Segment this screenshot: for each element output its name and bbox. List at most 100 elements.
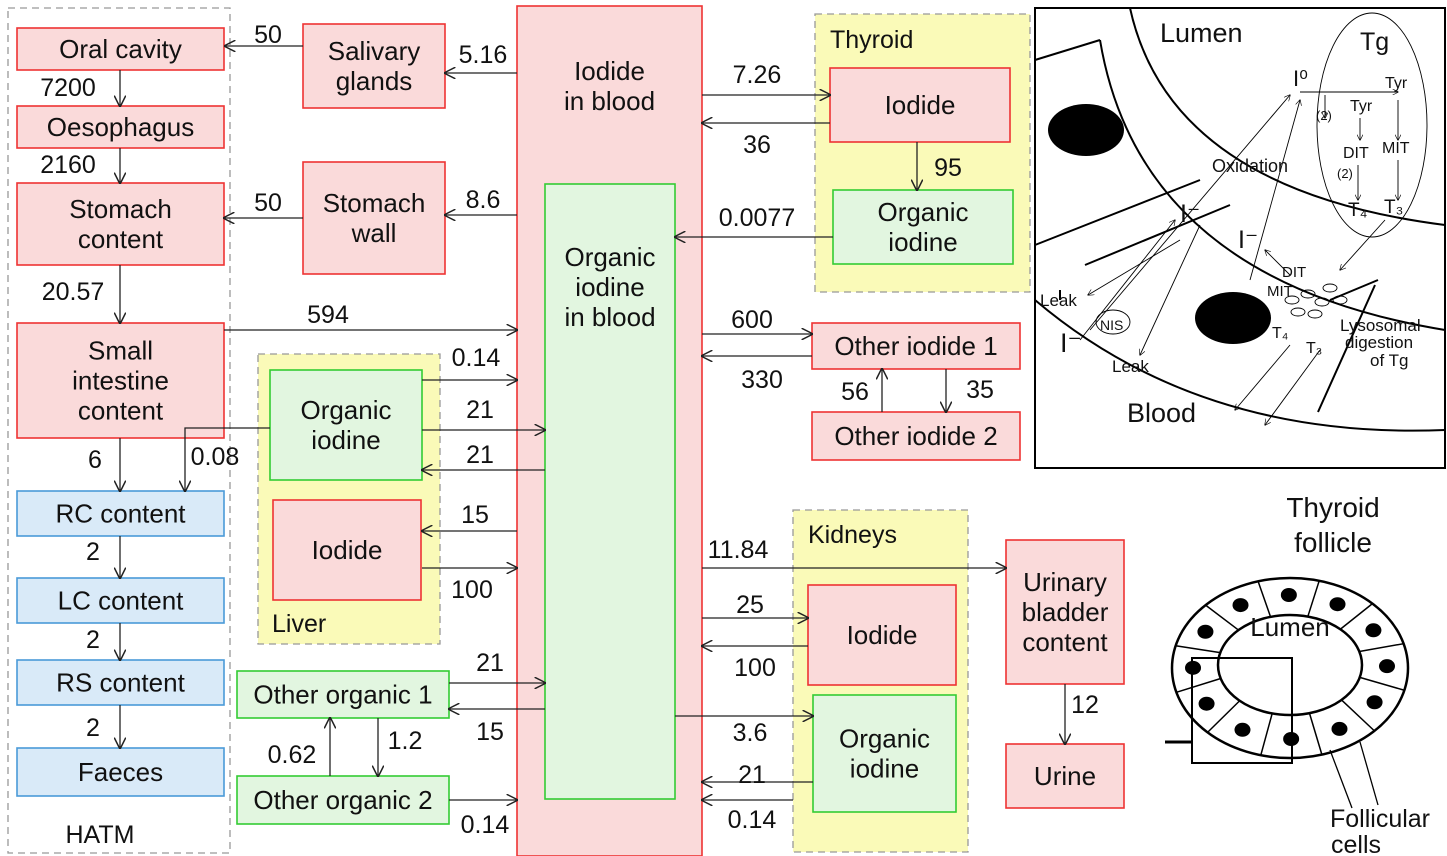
node-label: Iodide xyxy=(574,56,645,86)
cell-nucleus xyxy=(1198,696,1215,711)
flow-label: 5.16 xyxy=(459,41,508,69)
node-box xyxy=(16,747,225,797)
cell-nucleus xyxy=(1234,722,1251,737)
node-box xyxy=(811,322,1021,370)
group-label: Thyroid xyxy=(830,26,913,54)
flow-label: 11.84 xyxy=(708,536,769,564)
node-box xyxy=(16,105,225,149)
inset-label: MIT xyxy=(1267,283,1293,300)
cell-wall xyxy=(1176,677,1221,694)
node-label: iodine xyxy=(575,272,644,302)
cell-nucleus xyxy=(1329,597,1346,612)
flow-label: 21 xyxy=(738,761,766,789)
inset-label: DIT xyxy=(1343,145,1369,162)
node-box xyxy=(811,411,1021,461)
node-label: Other organic 2 xyxy=(253,785,432,815)
node-label: content xyxy=(78,396,164,426)
node-label: Salivary xyxy=(328,36,420,66)
cell-wall xyxy=(1257,581,1272,618)
node-label: Other iodide 1 xyxy=(834,331,997,361)
inset-label: NIS xyxy=(1100,317,1123,333)
node-label: Iodide xyxy=(847,620,918,650)
node-label: Other iodide 2 xyxy=(834,421,997,451)
node-label: Faeces xyxy=(78,757,163,787)
flow-label: 6 xyxy=(88,446,102,474)
flow-label: 12 xyxy=(1071,691,1099,719)
inset-label: I⁻ xyxy=(1180,200,1200,228)
node-box xyxy=(16,577,225,624)
flow-label: 2 xyxy=(86,626,100,654)
node-box xyxy=(544,183,676,800)
inset-label: I⁻ xyxy=(1238,226,1258,254)
flow-label: 25 xyxy=(736,591,764,619)
node-label: in blood xyxy=(564,302,655,332)
flow-label: 0.14 xyxy=(728,806,777,834)
group-label: Kidneys xyxy=(808,521,897,549)
node-box xyxy=(812,694,957,813)
node-label: Stomach xyxy=(323,188,426,218)
follicle-title: Thyroid xyxy=(1286,492,1379,523)
node-box xyxy=(269,369,423,481)
node-label: wall xyxy=(351,218,397,248)
inset-label: DIT xyxy=(1282,264,1306,281)
flow-label: 50 xyxy=(254,21,282,49)
cell-wall xyxy=(1359,642,1404,653)
node-label: intestine xyxy=(72,366,169,396)
flow-label: 50 xyxy=(254,189,282,217)
node-box xyxy=(236,670,450,719)
node-box xyxy=(1005,539,1125,685)
flow-label: 2 xyxy=(86,714,100,742)
inset-label: (2) xyxy=(1316,108,1332,123)
node-label: content xyxy=(78,224,164,254)
inset-label: T₃ xyxy=(1384,197,1403,218)
node-label: Urine xyxy=(1034,761,1096,791)
node-label: Iodide xyxy=(312,535,383,565)
cell-wall xyxy=(1205,604,1239,631)
node-label: iodine xyxy=(888,227,957,257)
node-label: Stomach xyxy=(69,194,172,224)
inset-label: I⁻ xyxy=(1060,328,1082,358)
follicle-title: follicle xyxy=(1294,527,1372,558)
flow-label: 21 xyxy=(466,396,494,424)
cell-wall xyxy=(1260,713,1273,756)
node-label: iodine xyxy=(311,425,380,455)
flow-label: 0.62 xyxy=(268,741,317,769)
node-box xyxy=(832,189,1014,265)
node-box xyxy=(1005,743,1125,809)
flow-label: 1.2 xyxy=(388,727,423,755)
cell-wall xyxy=(1207,700,1241,733)
cell-wall xyxy=(1308,712,1323,755)
inset-label: Lysosomal xyxy=(1340,316,1421,335)
cell-wall xyxy=(1359,676,1405,691)
node-label: Small xyxy=(88,336,153,366)
flow-label: 0.08 xyxy=(191,443,240,471)
node-label: in blood xyxy=(564,86,655,116)
node-label: bladder xyxy=(1022,597,1109,627)
group-box xyxy=(7,7,231,854)
cell-nucleus xyxy=(1197,624,1214,639)
inset-label: Oxidation xyxy=(1212,156,1288,176)
node-label: Organic xyxy=(564,242,655,272)
node-box xyxy=(807,584,957,686)
cell-nucleus xyxy=(1378,659,1395,674)
flow-label: 2160 xyxy=(40,151,96,179)
flow-label: 594 xyxy=(307,301,349,329)
flow-label: 95 xyxy=(934,154,962,182)
cell-wall xyxy=(1340,699,1375,732)
node-label: Organic xyxy=(877,197,968,227)
cell-wall xyxy=(1339,603,1373,630)
node-label: RC content xyxy=(55,499,186,529)
flow-label: 36 xyxy=(743,131,771,159)
node-label: Oesophagus xyxy=(47,112,194,142)
flow-label: 600 xyxy=(731,306,773,334)
node-label: content xyxy=(1022,627,1108,657)
cell-nucleus xyxy=(1366,695,1383,710)
cell-nucleus xyxy=(1185,660,1202,675)
node-box xyxy=(16,659,225,706)
group-label: HATM xyxy=(66,821,135,849)
flow-label: 330 xyxy=(741,366,783,394)
node-label: Organic xyxy=(839,724,930,754)
cell-nucleus xyxy=(1365,623,1382,638)
node-box xyxy=(16,182,225,266)
cell-wall xyxy=(1307,580,1320,617)
